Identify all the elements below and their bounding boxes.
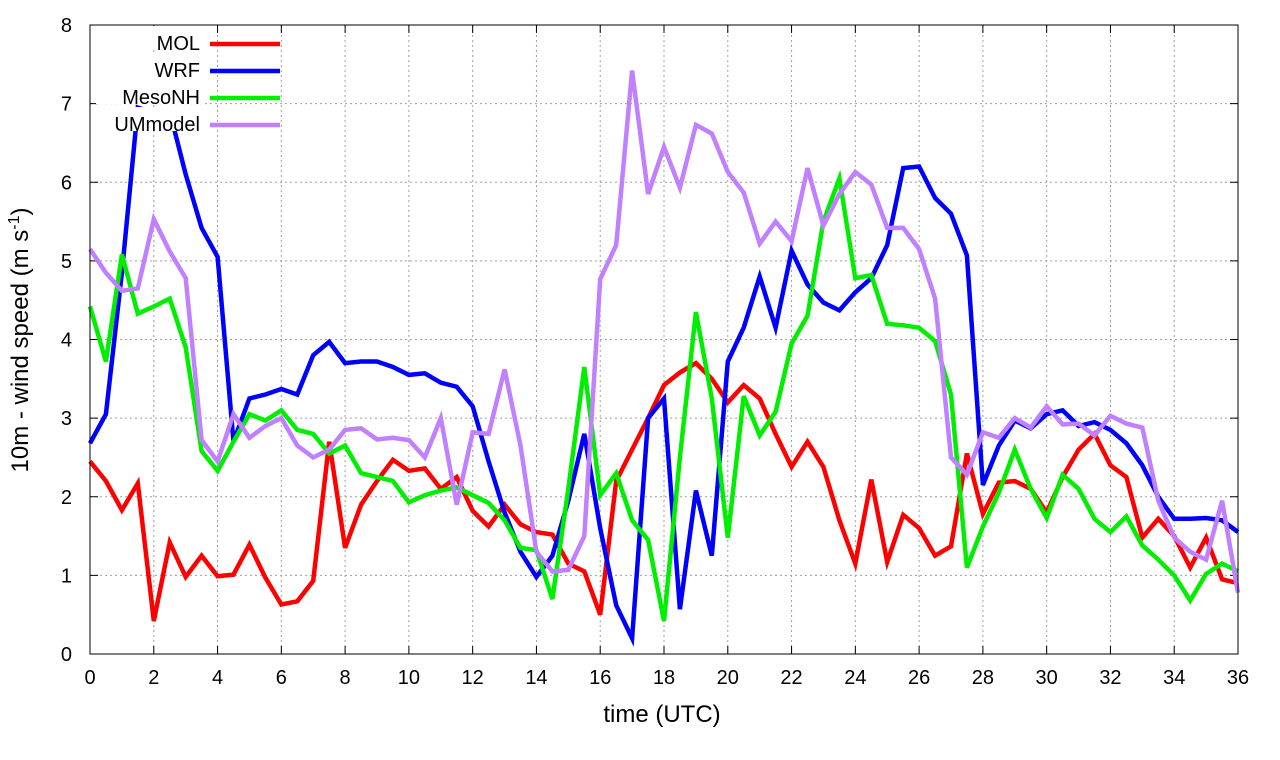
x-tick-label: 20 bbox=[717, 667, 739, 689]
legend-background bbox=[96, 107, 202, 131]
y-axis-label: 10m - wind speed (m s-1) bbox=[6, 208, 34, 473]
tick-labels: 0 2 4 6 8 10 12 14 16 18 20 22 24 26 28 30 32 34 360123456… bbox=[61, 15, 1249, 689]
x-tick-label: 2 bbox=[148, 667, 159, 689]
y-tick-label: 0 bbox=[61, 644, 72, 666]
y-tick-label: 3 bbox=[61, 408, 72, 430]
x-tick-label: 4 bbox=[212, 667, 223, 689]
y-tick-label: 8 bbox=[61, 15, 72, 37]
y-tick-label: 5 bbox=[61, 251, 72, 273]
grid bbox=[89, 24, 1239, 655]
x-axis-label: time (UTC) bbox=[603, 701, 720, 728]
plot-border bbox=[89, 24, 1239, 655]
x-tick-label: 16 bbox=[589, 667, 611, 689]
y-tick-label: 2 bbox=[61, 487, 72, 509]
series-line-wrf bbox=[88, 104, 1240, 647]
x-tick-label: 14 bbox=[525, 667, 547, 689]
legend-label-mesonh: MesoNH bbox=[122, 87, 200, 109]
x-tick-label: 6 bbox=[276, 667, 287, 689]
x-tick-label: 10 bbox=[398, 667, 420, 689]
y-tick-label: 1 bbox=[61, 565, 72, 587]
legend-label-mol: MOL bbox=[157, 33, 200, 55]
x-tick-label: 18 bbox=[653, 667, 675, 689]
x-tick-label: 24 bbox=[844, 667, 866, 689]
legend: MOL WRF MesoNH UMmodel bbox=[96, 26, 280, 136]
x-tick-label: 0 bbox=[84, 667, 95, 689]
series-lines bbox=[87, 70, 1241, 647]
x-tick-label: 22 bbox=[780, 667, 802, 689]
y-tick-label: 4 bbox=[61, 330, 72, 352]
x-tick-label: 36 bbox=[1227, 667, 1249, 689]
legend-label-wrf: WRF bbox=[154, 60, 200, 82]
y-tick-label: 7 bbox=[61, 94, 72, 116]
legend-background bbox=[96, 26, 202, 50]
series-line-ummodel bbox=[88, 70, 1241, 594]
x-tick-label: 8 bbox=[340, 667, 351, 689]
legend-background bbox=[96, 53, 202, 77]
legend-background bbox=[96, 80, 202, 104]
x-tick-label: 12 bbox=[462, 667, 484, 689]
x-tick-label: 34 bbox=[1163, 667, 1185, 689]
legend-label-ummodel: UMmodel bbox=[114, 114, 200, 136]
x-tick-label: 26 bbox=[908, 667, 930, 689]
y-tick-label: 6 bbox=[61, 172, 72, 194]
x-tick-label: 28 bbox=[972, 667, 994, 689]
x-tick-label: 30 bbox=[1036, 667, 1058, 689]
x-tick-label: 32 bbox=[1099, 667, 1121, 689]
series-line-mesonh bbox=[87, 169, 1239, 622]
